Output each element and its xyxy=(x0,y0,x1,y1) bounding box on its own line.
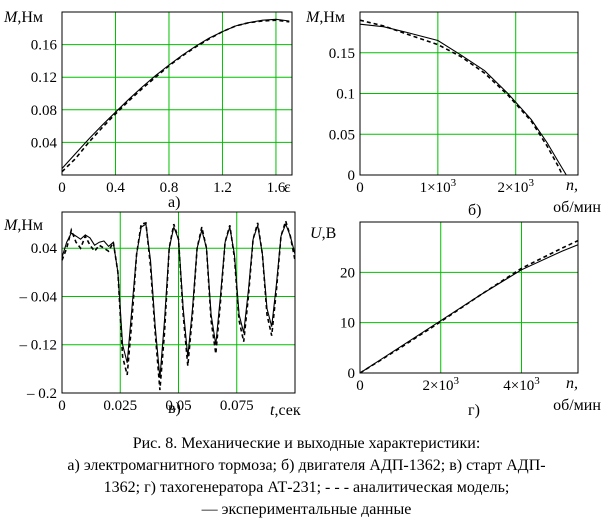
x-tick-label: 0.075 xyxy=(220,398,254,414)
y-tick-label: 0.1 xyxy=(336,87,355,103)
y-tick-label: – 0.04 xyxy=(19,289,58,305)
y-tick-label: 0.04 xyxy=(31,241,58,257)
figure-caption: Рис. 8. Механические и выходные характер… xyxy=(0,433,613,521)
y-tick-label: – 0.2 xyxy=(26,386,57,402)
x-tick-label: 0.8 xyxy=(160,180,179,196)
x-tick-label: 0.05 xyxy=(165,398,191,414)
caption-line-1: Рис. 8. Механические и выходные характер… xyxy=(132,435,481,452)
y-tick-label: 0.15 xyxy=(329,46,355,62)
panel-label: в) xyxy=(168,400,181,417)
x-axis-label: n, xyxy=(566,177,578,194)
chart-panel-3: 0 0.025 0.05 0.075 0.04 – 0.04 – 0.12 – 0.2 M,Нм… xyxy=(3,211,301,419)
x-tick-label: 0 xyxy=(356,378,364,394)
caption-line-3: 1362; г) тахогенератора АТ-231; - - - ан… xyxy=(103,479,510,496)
caption-line-2: а) электромагнитного тормоза; б) двигате… xyxy=(67,457,546,474)
chart-panel-4: 0 2×103 4×103 0 10 20 U,В n, об/мин г) xyxy=(310,221,601,419)
y-tick-label: 0.05 xyxy=(329,127,355,143)
x-tick-label: 0.4 xyxy=(106,180,125,196)
y-tick-label: 0 xyxy=(348,366,356,382)
x-axis-label: ε xyxy=(284,179,291,196)
x-tick-label: 2×103 xyxy=(497,177,534,196)
panel-label: г) xyxy=(468,402,480,419)
caption-line-4: — экспериментальные данные xyxy=(201,501,412,518)
plot-frame xyxy=(61,11,293,176)
series-experimental xyxy=(61,18,290,169)
panel-label: а) xyxy=(168,194,180,211)
x-tick-label: 1.6 xyxy=(267,180,286,196)
plot-frame xyxy=(359,221,579,374)
plot-frame xyxy=(359,11,579,176)
x-axis-label: t,сек xyxy=(270,402,301,419)
y-tick-label: 10 xyxy=(340,316,355,332)
panel-label: б) xyxy=(468,202,481,219)
y-axis-label: U,В xyxy=(310,225,336,242)
series-experimental xyxy=(359,244,579,374)
series-analytical-model xyxy=(61,218,296,391)
series-experimental xyxy=(359,23,567,176)
series-analytical-model xyxy=(359,19,564,176)
y-tick-label: 0.12 xyxy=(31,70,57,86)
plot-frame xyxy=(61,211,296,394)
x-tick-label: 4×103 xyxy=(503,375,540,394)
x-tick-label: 1×103 xyxy=(420,177,457,196)
chart-panel-1: 0 0.4 0.8 1.2 1.6 0.04 0.08 0.12 0.16 M,Нм ε а) xyxy=(3,9,293,211)
x-tick-label: 2×103 xyxy=(423,375,460,394)
y-tick-label: 0.08 xyxy=(31,103,57,119)
y-axis-label: M,Нм xyxy=(3,217,43,234)
x-tick-label: 0 xyxy=(58,398,66,414)
x-axis-unit: об/мин xyxy=(553,397,601,414)
x-tick-label: 1.2 xyxy=(213,180,232,196)
x-tick-label: 0 xyxy=(356,180,364,196)
x-tick-label: 0.025 xyxy=(103,398,137,414)
y-tick-label: 0 xyxy=(348,168,356,184)
series-analytical-model xyxy=(359,239,579,374)
y-tick-label: 20 xyxy=(340,265,355,281)
y-tick-label: 0.04 xyxy=(31,135,58,151)
y-tick-label: – 0.12 xyxy=(19,338,58,354)
chart-panel-2: 0 1×103 2×103 0 0.05 0.1 0.15 M,Нм n, об/мин б) xyxy=(305,9,601,219)
y-axis-label: M,Нм xyxy=(305,9,345,26)
x-axis-unit: об/мин xyxy=(553,199,601,216)
x-axis-label: n, xyxy=(566,375,578,392)
y-axis-label: M,Нм xyxy=(3,9,43,26)
x-tick-label: 0 xyxy=(58,180,66,196)
y-tick-label: 0.16 xyxy=(31,38,58,54)
series-analytical-model xyxy=(61,19,290,173)
